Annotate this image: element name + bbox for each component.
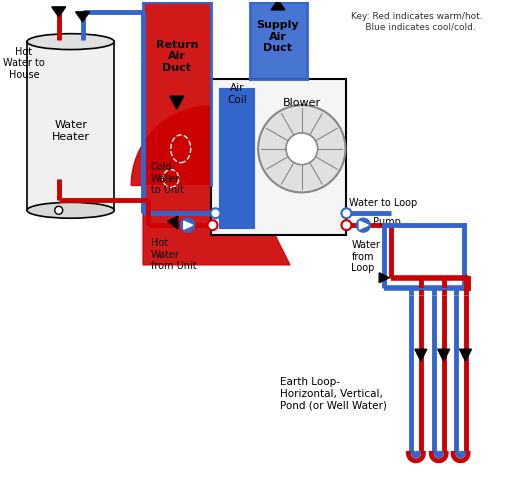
Text: Hot
Water to
House: Hot Water to House (3, 46, 45, 80)
Bar (220, 89, 254, 228)
Text: Blower: Blower (282, 98, 321, 108)
Circle shape (258, 105, 346, 192)
Polygon shape (131, 106, 290, 265)
Text: Earth Loop-
Horizontal, Vertical,
Pond (or Well Water): Earth Loop- Horizontal, Vertical, Pond (… (280, 377, 387, 411)
Bar (250, 2, 307, 79)
Bar (210, 79, 347, 235)
Circle shape (341, 209, 351, 218)
Text: Hot
Water
from Unit: Hot Water from Unit (151, 238, 197, 271)
Ellipse shape (27, 202, 114, 218)
Text: Supply
Air
Duct: Supply Air Duct (257, 20, 299, 53)
Polygon shape (184, 221, 193, 229)
Polygon shape (460, 349, 472, 361)
Text: Water
Heater: Water Heater (51, 120, 90, 141)
Text: Water to Loop: Water to Loop (349, 198, 418, 209)
Text: Cold
Water
to Unit: Cold Water to Unit (151, 162, 184, 195)
Ellipse shape (27, 34, 114, 50)
Text: Return
Air
Duct: Return Air Duct (155, 39, 198, 73)
Text: Pump: Pump (373, 217, 401, 227)
Polygon shape (438, 349, 449, 361)
Polygon shape (379, 273, 389, 282)
Text: Water
from
Loop: Water from Loop (351, 240, 381, 273)
Bar (27, 41, 114, 211)
Text: Air
Coil: Air Coil (227, 83, 247, 105)
Bar (143, 2, 210, 185)
Circle shape (210, 209, 220, 218)
Text: Key: Red indicates warm/hot.
     Blue indicates cool/cold.: Key: Red indicates warm/hot. Blue indica… (351, 12, 483, 31)
Polygon shape (76, 12, 90, 22)
Circle shape (286, 133, 317, 165)
Polygon shape (359, 221, 368, 229)
Polygon shape (170, 96, 184, 109)
Circle shape (55, 206, 63, 214)
Polygon shape (52, 7, 66, 17)
Polygon shape (415, 349, 427, 361)
Circle shape (356, 218, 370, 232)
Circle shape (341, 220, 351, 230)
Circle shape (208, 220, 217, 230)
Polygon shape (271, 0, 285, 10)
Polygon shape (168, 216, 178, 229)
Circle shape (181, 218, 195, 232)
